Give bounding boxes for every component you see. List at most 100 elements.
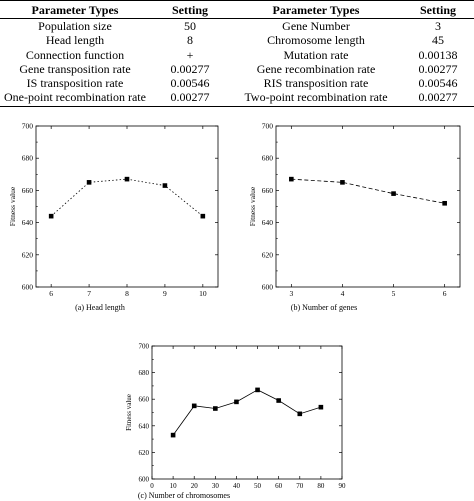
table-cell: RIS transposition rate [263,76,369,91]
y-tick-label: 620 [22,250,34,259]
table-row: Head length 8 Chromosome length 45 [0,33,474,47]
table-cell: Gene transposition rate [19,61,131,76]
x-tick-label: 70 [296,482,304,490]
table-cell: 0.00277 [418,61,458,76]
table-cell: 8 [187,33,193,48]
header-setting-2: Setting [402,0,474,20]
table-cell: 0.00546 [170,76,210,91]
x-tick-label: 3 [289,289,293,298]
data-point [276,398,281,403]
table-cell: IS transposition rate [26,76,124,91]
y-tick-label: 660 [262,186,274,195]
x-tick-label: 90 [339,482,347,490]
chart-caption: (a) Head length [75,303,125,312]
table-cell: 0.00546 [418,76,458,91]
y-tick-label: 680 [139,369,150,377]
data-point [48,213,54,219]
table-cell: 3 [435,19,441,34]
table-cell: Chromosome length [267,33,365,48]
table-cell: + [186,47,194,62]
table-row: Population size 50 Gene Number 3 [0,19,474,34]
x-tick-label: 10 [199,289,207,298]
y-tick-label: 640 [262,218,274,227]
header-parameter-types-1: Parameter Types [0,0,150,20]
data-point [213,406,218,411]
table-cell: 0.00277 [150,90,230,108]
table-cell: 0.00277 [402,90,474,108]
data-point [162,183,168,188]
table-cell: 45 [432,33,444,48]
y-tick-label: 640 [22,218,34,227]
table-cell: Population size [38,19,112,34]
table-row: One-point recombination rate 0.00277 Two… [0,90,474,108]
data-point [442,200,447,206]
y-tick-label: 600 [139,476,150,484]
chart-caption: (c) Number of chromosomes [138,491,230,500]
data-point [124,176,130,182]
data-point [289,176,294,182]
y-tick-label: 660 [22,186,34,195]
y-axis-label: Fitness value [8,186,17,226]
x-tick-label: 20 [191,482,199,490]
header-parameter-types-2: Parameter Types [230,0,402,20]
chart-number-of-genes: 600 620 640 660 680 700 3 4 5 6 Fitness value (b) N… [248,122,461,312]
x-tick-label: 5 [392,289,396,298]
data-point [340,180,345,185]
y-tick-label: 700 [139,343,150,351]
y-tick-label: 700 [262,122,274,131]
table-cell: One-point recombination rate [0,90,150,108]
y-tick-label: 640 [139,422,150,430]
table-cell: 0.00138 [418,47,458,62]
table-header-row: Parameter Types Setting Parameter Types … [0,0,474,20]
series-line [172,389,322,436]
table-cell: Gene Number [282,19,350,34]
plot-frame [275,125,461,288]
y-tick-label: 620 [139,449,150,457]
y-axis-label: Fitness value [248,186,257,226]
y-axis-label: Fitness value [125,394,133,431]
table-row: Connection function + Mutation rate 0.00… [0,48,474,62]
table-cell: 0.00277 [170,61,210,76]
data-point [191,403,197,409]
plot-frame [151,345,343,480]
series-line [291,178,445,204]
x-tick-label: 7 [87,289,91,298]
x-tick-label: 9 [163,289,167,298]
data-point [86,180,92,185]
chart-caption: (b) Number of genes [291,303,357,312]
data-point [170,432,176,438]
data-point [297,411,303,417]
x-tick-label: 60 [275,482,283,490]
x-tick-label: 4 [341,289,345,298]
x-tick-label: 0 [150,482,154,490]
x-tick-label: 80 [317,482,325,490]
x-tick-label: 10 [170,482,178,490]
y-tick-label: 660 [139,396,150,404]
table-cell: Head length [45,33,105,48]
chart-number-of-chromosomes: 600 620 640 660 680 700 0 10 20 30 40 50 60 70 80 90 Fit… [125,343,347,501]
y-tick-label: 700 [22,122,34,131]
y-tick-label: 680 [22,154,34,163]
x-tick-label: 50 [254,482,261,490]
y-tick-label: 600 [22,283,34,292]
x-tick-label: 40 [233,482,241,490]
table-row: IS transposition rate 0.00546 RIS transp… [0,76,474,90]
chart-head-length: 600 620 640 660 680 700 6 7 8 9 10 Fitness value (a)… [8,122,219,312]
x-tick-label: 6 [49,289,53,298]
data-point [391,191,396,196]
data-point [318,404,324,410]
table-row: Gene transposition rate 0.00277 Gene rec… [0,62,474,76]
table-cell: Mutation rate [283,47,349,62]
parameter-table: Parameter Types Setting Parameter Types … [0,0,474,108]
series-line [50,178,204,217]
data-point [255,387,260,393]
x-tick-label: 30 [212,482,220,490]
header-setting-1: Setting [150,0,230,20]
data-point [200,213,206,219]
y-tick-label: 600 [262,283,274,292]
table-cell: Two-point recombination rate [230,90,402,108]
y-tick-label: 620 [262,250,274,259]
y-tick-label: 680 [262,154,274,163]
x-tick-label: 8 [125,289,129,298]
x-tick-label: 6 [443,289,447,298]
